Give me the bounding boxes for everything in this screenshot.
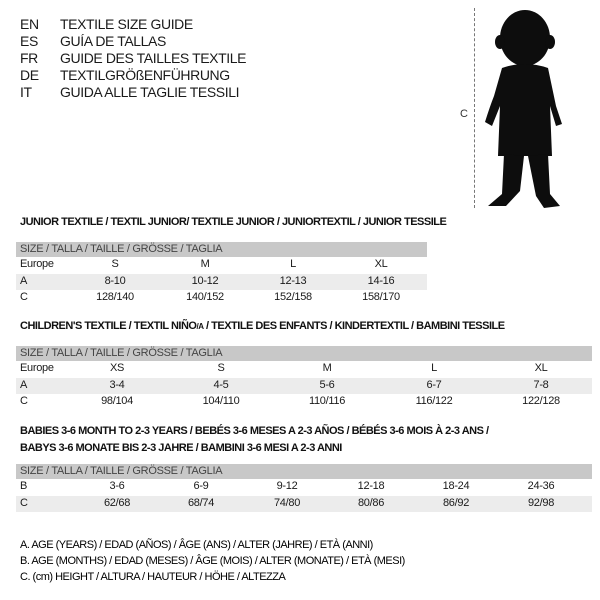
- table-cell: 74/80: [273, 496, 301, 509]
- table-cell: 110/116: [308, 395, 346, 407]
- row-label: Europe: [20, 362, 54, 374]
- lang-code-de: DE: [20, 67, 39, 83]
- table-cell: 62/68: [103, 496, 131, 509]
- table-row-c: C 98/104 104/110 110/116 116/122 122/128: [16, 394, 592, 411]
- children-section-title: CHILDREN'S TEXTILE / TEXTIL NIÑO/A / TEX…: [20, 320, 505, 332]
- table-cell: 152/158: [274, 291, 312, 303]
- table-row-c: C 62/68 68/74 74/80 80/86 86/92 92/98: [16, 495, 592, 512]
- babies-section-title-line2: BABYS 3-6 MONATE BIS 2-3 JAHRE / BAMBINI…: [20, 442, 342, 454]
- title-text: / TEXTILE DES ENFANTS / KINDERTEXTIL / B…: [203, 320, 505, 332]
- table-header-label: SIZE / TALLA / TAILLE / GRÖSSE / TAGLIA: [20, 347, 223, 359]
- table-cell: 8-10: [104, 274, 126, 287]
- table-cell: 122/128: [522, 395, 560, 407]
- table-cell: 7-8: [533, 378, 549, 391]
- height-dashed-line: [474, 8, 475, 208]
- table-cell: M: [200, 258, 210, 270]
- table-cell: XL: [534, 362, 548, 374]
- table-row-europe: Europe S M L XL: [16, 257, 427, 274]
- row-label: B: [20, 480, 28, 492]
- table-cell: 12-18: [357, 480, 385, 492]
- table-cell: 5-6: [319, 378, 335, 391]
- table-cell: XL: [374, 258, 388, 270]
- table-cell: 12-13: [279, 274, 307, 287]
- table-cell: M: [322, 362, 332, 374]
- babies-section-title-line1: BABIES 3-6 MONTH TO 2-3 YEARS / BEBÉS 3-…: [20, 425, 489, 437]
- table-cell: 3-6: [109, 480, 125, 492]
- table-cell: L: [431, 362, 437, 374]
- table-cell: S: [217, 362, 225, 374]
- height-label: C: [460, 108, 468, 120]
- table-cell: 92/98: [527, 496, 555, 509]
- junior-size-table: SIZE / TALLA / TAILLE / GRÖSSE / TAGLIA …: [16, 242, 427, 307]
- row-label: A: [20, 274, 28, 287]
- row-label: C: [20, 291, 28, 303]
- lang-title-es: GUÍA DE TALLAS: [60, 33, 166, 49]
- row-label: C: [20, 395, 28, 407]
- row-label: A: [20, 378, 28, 391]
- table-header-label: SIZE / TALLA / TAILLE / GRÖSSE / TAGLIA: [20, 465, 223, 477]
- table-row-b: B 3-6 6-9 9-12 12-18 18-24 24-36: [16, 479, 592, 496]
- table-cell: 9-12: [276, 480, 298, 492]
- table-cell: S: [111, 258, 119, 270]
- table-cell: 18-24: [442, 480, 470, 492]
- table-header-row: SIZE / TALLA / TAILLE / GRÖSSE / TAGLIA: [16, 464, 592, 479]
- lang-code-en: EN: [20, 16, 39, 32]
- table-cell: XS: [109, 362, 125, 374]
- table-cell: 140/152: [186, 291, 224, 303]
- row-label: Europe: [20, 258, 54, 270]
- table-cell: 3-4: [109, 378, 125, 391]
- table-cell: 80/86: [357, 496, 385, 509]
- table-header-label: SIZE / TALLA / TAILLE / GRÖSSE / TAGLIA: [20, 243, 223, 255]
- lang-title-fr: GUIDE DES TAILLES TEXTILE: [60, 50, 247, 66]
- lang-code-it: IT: [20, 84, 32, 100]
- lang-code-es: ES: [20, 33, 38, 49]
- table-cell: 158/170: [362, 291, 400, 303]
- table-row-a: A 3-4 4-5 5-6 6-7 7-8: [16, 377, 592, 394]
- table-cell: 104/110: [202, 395, 240, 407]
- table-row-europe: Europe XS S M L XL: [16, 361, 592, 378]
- row-label: C: [20, 496, 28, 509]
- table-cell: 128/140: [96, 291, 134, 303]
- legend-c: C. (cm) HEIGHT / ALTURA / HAUTEUR / HÖHE…: [20, 571, 286, 583]
- table-cell: 6-7: [426, 378, 442, 391]
- table-row-a: A 8-10 10-12 12-13 14-16: [16, 273, 427, 290]
- child-silhouette-icon: [485, 10, 562, 208]
- title-subscript: /A: [196, 322, 204, 331]
- table-cell: 10-12: [191, 274, 219, 287]
- table-cell: 24-36: [527, 480, 555, 492]
- title-text: CHILDREN'S TEXTILE / TEXTIL NIÑO: [20, 320, 197, 332]
- legend-b: B. AGE (MONTHS) / EDAD (MESES) / ÂGE (MO…: [20, 555, 405, 567]
- lang-title-it: GUIDA ALLE TAGLIE TESSILI: [60, 84, 240, 100]
- table-cell: 116/122: [415, 395, 453, 407]
- table-row-c: C 128/140 140/152 152/158 158/170: [16, 290, 427, 307]
- table-header-row: SIZE / TALLA / TAILLE / GRÖSSE / TAGLIA: [16, 346, 592, 361]
- lang-title-de: TEXTILGRÖßENFÜHRUNG: [60, 67, 230, 83]
- table-cell: L: [290, 258, 296, 270]
- junior-section-title: JUNIOR TEXTILE / TEXTIL JUNIOR/ TEXTILE …: [20, 216, 447, 228]
- table-header-row: SIZE / TALLA / TAILLE / GRÖSSE / TAGLIA: [16, 242, 427, 257]
- babies-size-table: SIZE / TALLA / TAILLE / GRÖSSE / TAGLIA …: [16, 464, 592, 512]
- table-cell: 14-16: [367, 274, 395, 287]
- table-cell: 86/92: [442, 496, 470, 509]
- children-size-table: SIZE / TALLA / TAILLE / GRÖSSE / TAGLIA …: [16, 346, 592, 411]
- table-cell: 6-9: [193, 480, 209, 492]
- table-cell: 68/74: [187, 496, 215, 509]
- table-cell: 98/104: [101, 395, 133, 407]
- lang-title-en: TEXTILE SIZE GUIDE: [60, 16, 193, 32]
- table-cell: 4-5: [213, 378, 229, 391]
- lang-code-fr: FR: [20, 50, 38, 66]
- legend-a: A. AGE (YEARS) / EDAD (AÑOS) / ÂGE (ANS)…: [20, 539, 373, 551]
